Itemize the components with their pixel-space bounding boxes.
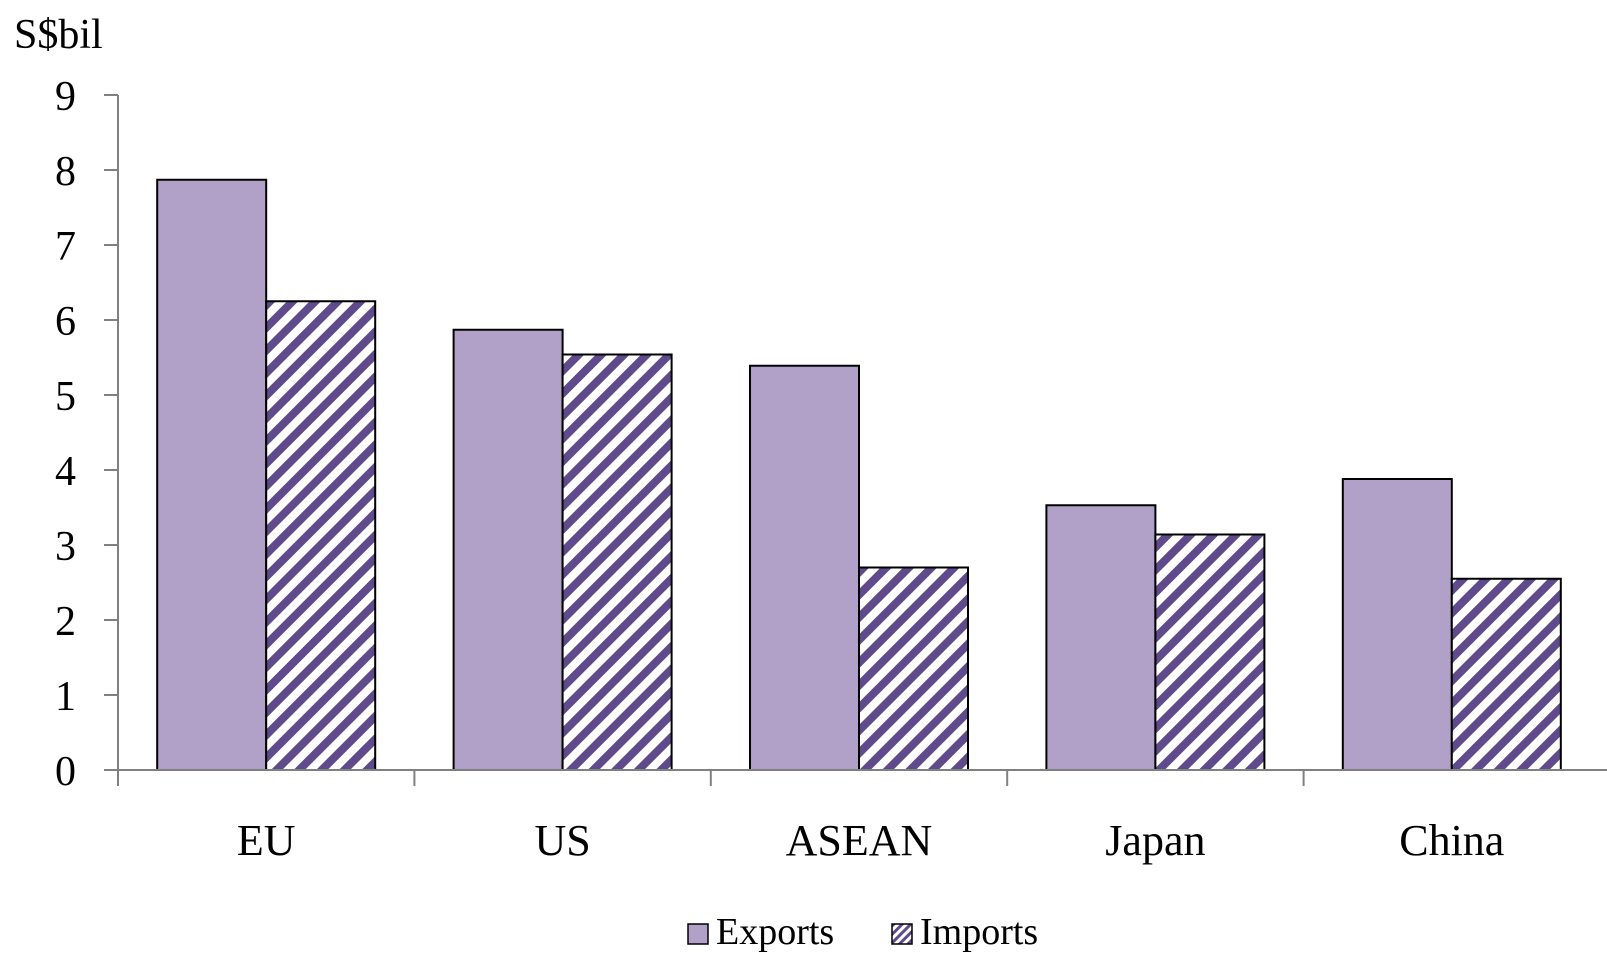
- y-axis-label: S$bil: [14, 12, 103, 58]
- y-tick-label: 2: [55, 599, 76, 645]
- y-axis: 0 1 2 3 4 5 6 7 8 9: [55, 74, 118, 795]
- legend: Exports Imports: [687, 911, 1038, 953]
- y-tick-label: 3: [55, 524, 76, 570]
- legend-label-imports: Imports: [920, 911, 1038, 953]
- bars: [156, 178, 1562, 771]
- bar-imports-asean: [858, 566, 969, 771]
- bar-imports-china: [1450, 577, 1562, 771]
- y-tick-label: 4: [55, 449, 76, 495]
- x-tick-label: US: [534, 816, 590, 865]
- x-tick-label: China: [1399, 816, 1504, 865]
- bar-exports-china: [1341, 478, 1453, 771]
- bar-exports-us: [452, 328, 564, 771]
- y-tick-label: 9: [55, 74, 76, 120]
- y-tick-label: 8: [55, 149, 76, 195]
- bar-exports-eu: [156, 178, 268, 771]
- bar-exports-asean: [749, 364, 860, 771]
- bar-imports-japan: [1154, 533, 1266, 771]
- y-tick-label: 7: [55, 224, 76, 270]
- bar-imports-us: [561, 353, 673, 771]
- y-tick-label: 1: [55, 674, 76, 720]
- legend-swatch-imports: [891, 923, 913, 945]
- bar-exports-japan: [1045, 504, 1157, 771]
- x-tick-label: ASEAN: [786, 816, 933, 865]
- legend-swatch-exports: [687, 923, 709, 945]
- x-tick-label: EU: [237, 816, 296, 865]
- x-tick-label: Japan: [1105, 816, 1205, 865]
- legend-label-exports: Exports: [716, 911, 834, 953]
- bar-imports-eu: [265, 300, 377, 771]
- y-tick-label: 5: [55, 374, 76, 420]
- x-axis: EU US ASEAN Japan China: [237, 816, 1504, 865]
- axes: [117, 95, 1607, 786]
- y-tick-label: 6: [55, 299, 76, 345]
- y-tick-label: 0: [55, 749, 76, 795]
